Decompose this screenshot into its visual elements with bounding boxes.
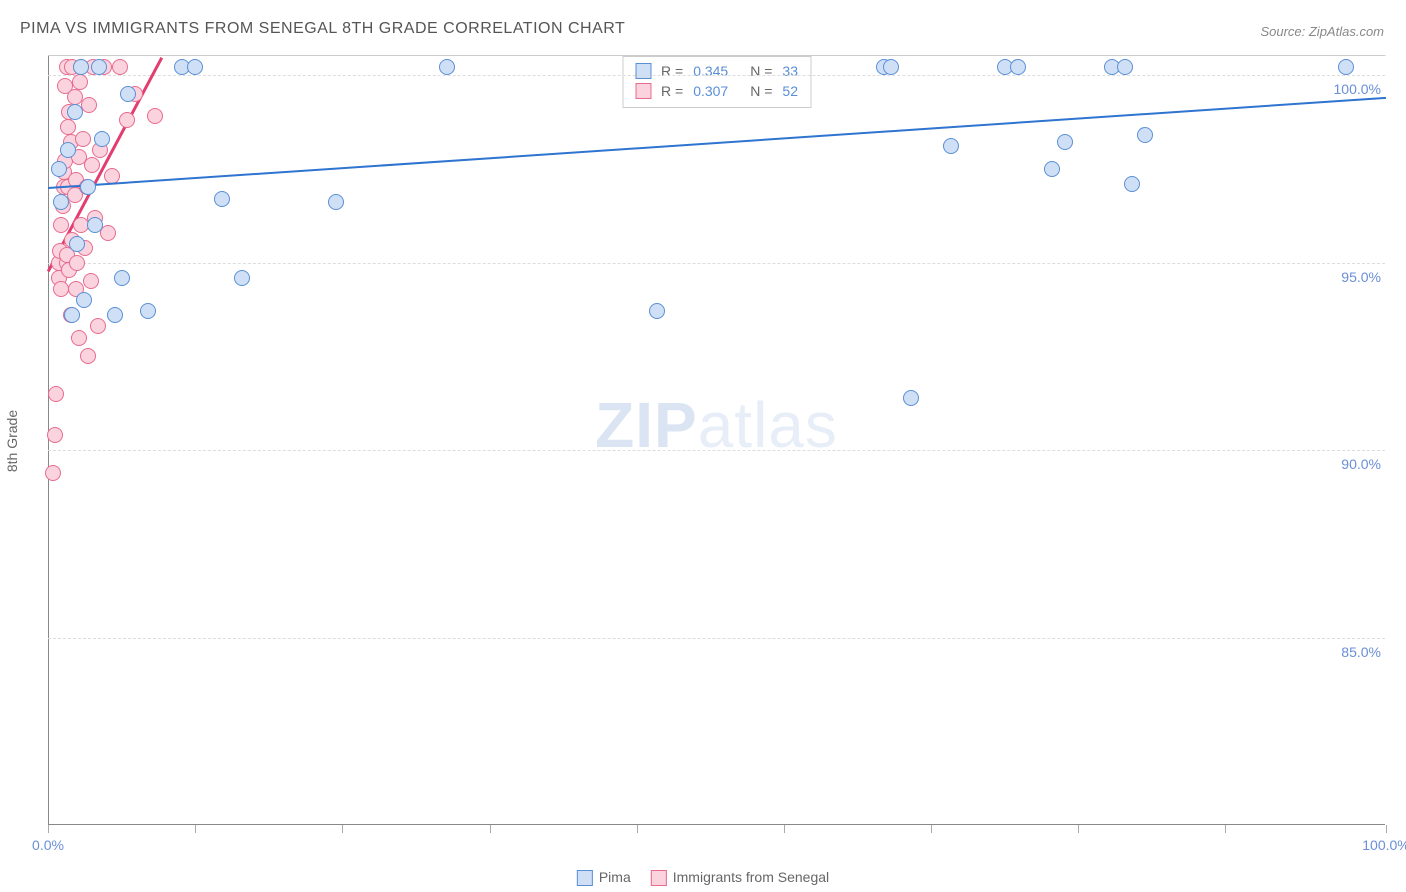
chart-title: PIMA VS IMMIGRANTS FROM SENEGAL 8TH GRAD… bbox=[20, 20, 625, 38]
n-label: N = bbox=[750, 83, 772, 99]
data-point bbox=[234, 270, 250, 286]
data-point bbox=[73, 59, 89, 75]
senegal-swatch bbox=[635, 83, 651, 99]
data-point bbox=[107, 307, 123, 323]
data-point bbox=[69, 236, 85, 252]
data-point bbox=[72, 74, 88, 90]
data-point bbox=[87, 217, 103, 233]
data-point bbox=[649, 303, 665, 319]
data-point bbox=[45, 465, 61, 481]
y-tick-label: 95.0% bbox=[1341, 269, 1381, 285]
y-tick-label: 85.0% bbox=[1341, 644, 1381, 660]
data-point bbox=[80, 348, 96, 364]
x-tick bbox=[342, 825, 343, 833]
pima-swatch bbox=[635, 63, 651, 79]
data-point bbox=[51, 161, 67, 177]
senegal-r-value: 0.307 bbox=[693, 83, 728, 99]
senegal-legend-swatch bbox=[651, 870, 667, 886]
y-tick-label: 100.0% bbox=[1334, 81, 1381, 97]
pima-r-value: 0.345 bbox=[693, 63, 728, 79]
source-attribution: Source: ZipAtlas.com bbox=[1260, 24, 1384, 39]
data-point bbox=[67, 104, 83, 120]
data-point bbox=[60, 119, 76, 135]
data-point bbox=[119, 112, 135, 128]
data-point bbox=[114, 270, 130, 286]
data-point bbox=[48, 386, 64, 402]
x-tick bbox=[1386, 825, 1387, 833]
data-point bbox=[1137, 127, 1153, 143]
gridline bbox=[48, 450, 1385, 451]
data-point bbox=[53, 217, 69, 233]
data-point bbox=[147, 108, 163, 124]
legend-item-pima: Pima bbox=[577, 869, 631, 886]
data-point bbox=[883, 59, 899, 75]
pima-trendline bbox=[48, 97, 1386, 189]
data-point bbox=[943, 138, 959, 154]
data-point bbox=[67, 89, 83, 105]
x-tick bbox=[195, 825, 196, 833]
data-point bbox=[53, 281, 69, 297]
data-point bbox=[120, 86, 136, 102]
data-point bbox=[94, 131, 110, 147]
x-tick bbox=[637, 825, 638, 833]
data-point bbox=[112, 59, 128, 75]
r-label: R = bbox=[661, 63, 683, 79]
data-point bbox=[81, 97, 97, 113]
y-tick-label: 90.0% bbox=[1341, 456, 1381, 472]
data-point bbox=[1124, 176, 1140, 192]
x-tick bbox=[48, 825, 49, 833]
data-point bbox=[1010, 59, 1026, 75]
stats-legend: R = 0.345 N = 33 R = 0.307 N = 52 bbox=[622, 56, 811, 108]
data-point bbox=[90, 318, 106, 334]
data-point bbox=[71, 330, 87, 346]
gridline bbox=[48, 75, 1385, 76]
series-legend: Pima Immigrants from Senegal bbox=[577, 869, 829, 886]
data-point bbox=[84, 157, 100, 173]
pima-n-value: 33 bbox=[782, 63, 798, 79]
stats-row-senegal: R = 0.307 N = 52 bbox=[635, 81, 798, 101]
data-point bbox=[76, 292, 92, 308]
n-label: N = bbox=[750, 63, 772, 79]
y-axis-title: 8th Grade bbox=[4, 409, 20, 471]
senegal-legend-label: Immigrants from Senegal bbox=[673, 869, 829, 885]
x-tick bbox=[1225, 825, 1226, 833]
gridline bbox=[48, 638, 1385, 639]
x-tick bbox=[784, 825, 785, 833]
gridline bbox=[48, 263, 1385, 264]
x-tick bbox=[1078, 825, 1079, 833]
legend-item-senegal: Immigrants from Senegal bbox=[651, 869, 829, 886]
data-point bbox=[328, 194, 344, 210]
data-point bbox=[187, 59, 203, 75]
x-tick-label: 100.0% bbox=[1362, 837, 1406, 853]
data-point bbox=[83, 273, 99, 289]
x-tick bbox=[490, 825, 491, 833]
senegal-n-value: 52 bbox=[782, 83, 798, 99]
x-tick bbox=[931, 825, 932, 833]
r-label: R = bbox=[661, 83, 683, 99]
data-point bbox=[53, 194, 69, 210]
data-point bbox=[69, 255, 85, 271]
data-point bbox=[214, 191, 230, 207]
pima-legend-label: Pima bbox=[599, 869, 631, 885]
scatter-plot-area: ZIPatlas 8th Grade R = 0.345 N = 33 R = … bbox=[48, 55, 1386, 825]
data-point bbox=[1117, 59, 1133, 75]
data-point bbox=[140, 303, 156, 319]
data-point bbox=[439, 59, 455, 75]
x-tick-label: 0.0% bbox=[32, 837, 64, 853]
data-point bbox=[1338, 59, 1354, 75]
stats-row-pima: R = 0.345 N = 33 bbox=[635, 61, 798, 81]
data-point bbox=[47, 427, 63, 443]
data-point bbox=[64, 307, 80, 323]
x-axis-line bbox=[48, 824, 1385, 825]
data-point bbox=[80, 179, 96, 195]
data-point bbox=[1044, 161, 1060, 177]
pima-legend-swatch bbox=[577, 870, 593, 886]
data-point bbox=[60, 142, 76, 158]
data-point bbox=[75, 131, 91, 147]
data-point bbox=[1057, 134, 1073, 150]
data-point bbox=[91, 59, 107, 75]
data-point bbox=[903, 390, 919, 406]
